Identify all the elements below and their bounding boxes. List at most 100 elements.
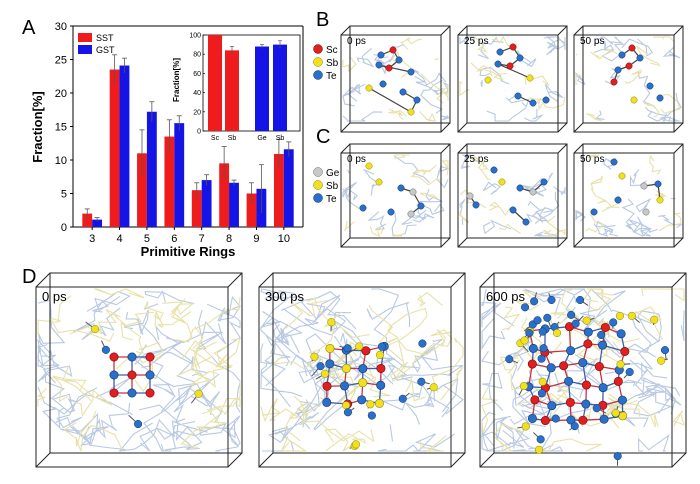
atom-te <box>570 422 579 431</box>
atom-te <box>597 330 606 340</box>
box-edge <box>479 272 495 288</box>
atom-sc <box>565 397 575 407</box>
atom-te <box>418 339 427 348</box>
network-bonds-blue <box>575 36 682 122</box>
atom-sb <box>365 162 373 170</box>
atom-te <box>599 414 609 424</box>
inset-x-tick-label: Ge <box>257 135 266 142</box>
atom-sc <box>600 322 610 332</box>
snapshot-time-label: 0 ps <box>347 36 366 47</box>
box-edge <box>450 272 466 288</box>
atom-te <box>505 355 514 364</box>
atom-ge <box>407 210 415 218</box>
network-bonds-blue <box>459 154 566 237</box>
atom-sb <box>484 76 492 84</box>
atom-te <box>583 327 593 337</box>
box-edge <box>557 237 568 248</box>
network-bonds-blue <box>459 36 566 122</box>
atom-sb <box>407 108 415 116</box>
inset-bar-3 <box>273 44 287 131</box>
network-bonds-yellow <box>344 154 449 237</box>
atom-te <box>636 54 644 62</box>
box-back-face <box>466 25 568 124</box>
atom-sb <box>657 356 666 365</box>
atom-sb <box>325 343 335 353</box>
bar-sst-4 <box>109 69 120 227</box>
atom-sc <box>506 62 514 70</box>
box-edge <box>457 237 468 248</box>
atom-te <box>359 204 367 212</box>
atom-te <box>398 394 407 403</box>
atom-sb <box>618 172 626 180</box>
atom-sb <box>618 411 628 421</box>
box-edge <box>227 272 243 288</box>
bar-gst-3 <box>92 219 103 227</box>
atom-te <box>530 297 539 306</box>
atom-te <box>598 383 608 393</box>
panel-c-snapshots: 0 ps 25 ps 50 ps <box>340 143 684 248</box>
atom-sb <box>650 315 659 324</box>
atom-sc <box>361 346 371 356</box>
atom-sb <box>521 422 530 431</box>
atom-te <box>145 370 155 380</box>
box-front-face <box>340 152 442 248</box>
atom-sc <box>127 370 137 380</box>
box-edge <box>340 122 351 133</box>
inset-bar-1 <box>225 50 239 131</box>
bar-sst-6 <box>164 136 175 227</box>
box-back-face <box>272 272 466 454</box>
legend-label-sst: SST <box>96 33 114 43</box>
bar-sst-9 <box>246 193 257 227</box>
atom-sb <box>365 84 373 92</box>
inset-x-tick-label: Sc <box>211 135 220 142</box>
atom-te <box>417 202 425 210</box>
atom-te <box>542 96 550 104</box>
atom-te <box>528 343 538 353</box>
box-front-face <box>340 34 442 133</box>
box-back-face <box>466 143 568 239</box>
network-bonds-yellow <box>459 156 566 237</box>
atom-sc <box>376 363 386 373</box>
atom-sc <box>109 352 119 362</box>
box-edge <box>440 237 451 248</box>
atom-te <box>127 388 137 398</box>
atom-te <box>610 158 618 166</box>
legend-te-ball <box>313 193 323 203</box>
atom-sc <box>628 44 636 52</box>
atom-bond <box>378 64 412 73</box>
box-front-face <box>35 286 229 468</box>
atom-sb <box>327 318 336 327</box>
atom-ge <box>640 182 648 190</box>
box-edge <box>340 143 351 154</box>
atom-te <box>472 201 480 209</box>
legend-sc-label: Sc <box>326 45 338 56</box>
atom-sc <box>613 376 623 386</box>
panel-b-legend: Sc Sb Te <box>313 44 339 82</box>
box-edge <box>557 143 568 154</box>
bar-sst-5 <box>137 153 147 227</box>
panel-c-snapshot-0: 0 ps <box>340 143 451 248</box>
atom-sc <box>145 352 155 362</box>
box-edge <box>35 452 51 468</box>
bar-gst-6 <box>174 123 185 227</box>
box-edge <box>573 237 584 248</box>
bar-gst-8 <box>229 182 239 227</box>
atom-sc <box>620 346 630 356</box>
snapshot-time-label: 0 ps <box>42 289 67 304</box>
atom-sc <box>610 78 618 86</box>
atom-sb <box>627 311 636 320</box>
panel-d-snapshot-2: 600 ps <box>479 272 687 468</box>
network-bonds-yellow <box>459 35 566 112</box>
box-edge <box>340 237 351 248</box>
atom-te <box>578 358 588 368</box>
box-edge <box>340 25 351 36</box>
box-edge <box>673 122 684 133</box>
box-front-face <box>573 34 675 133</box>
atom-te <box>567 310 576 319</box>
box-back-face <box>582 143 684 239</box>
panel-b-snapshots: 0 ps 25 ps 50 ps <box>340 25 684 133</box>
legend-te-label: Te <box>326 71 337 82</box>
bar-sst-10 <box>273 153 284 227</box>
atom-sc <box>322 381 332 391</box>
bar-sst-8 <box>219 163 230 227</box>
